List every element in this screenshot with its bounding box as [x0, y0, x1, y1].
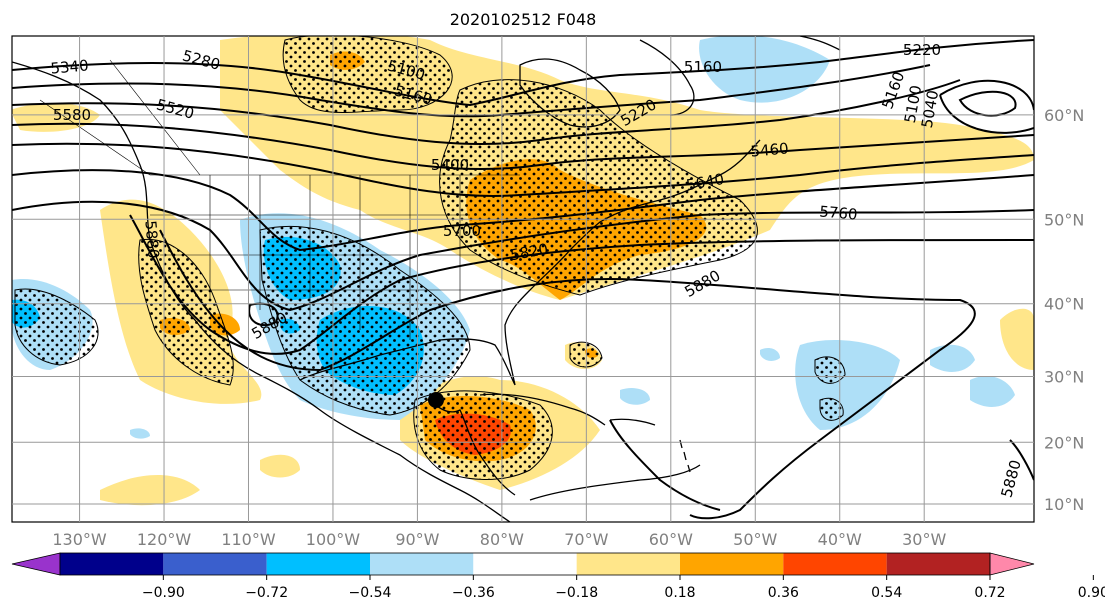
colorbar-tick-label: 0.18: [664, 585, 695, 601]
contour-label: 5340: [50, 56, 90, 77]
contour-label: 5460: [750, 139, 790, 160]
contour-label: 5160: [684, 58, 722, 76]
colorbar-extend-high: [989, 552, 1035, 576]
colorbar-segment: [370, 553, 474, 575]
colorbar-tick-label: −0.54: [349, 585, 392, 601]
colorbar-segment: [783, 553, 887, 575]
longitude-label: 100°W: [306, 530, 361, 549]
longitude-label: 30°W: [902, 530, 946, 549]
contour-label: 5400: [431, 156, 469, 174]
longitude-label: 50°W: [733, 530, 777, 549]
contour-label: 5220: [903, 41, 941, 59]
colorbar-tick-label: −0.90: [142, 585, 185, 601]
latitude-label: 40°N: [1044, 295, 1084, 314]
latitude-label: 20°N: [1044, 433, 1084, 452]
longitude-label: 90°W: [395, 530, 439, 549]
colorbar-segment: [60, 553, 164, 575]
storm-position-dot: [428, 392, 444, 408]
longitude-label: 40°W: [818, 530, 862, 549]
colorbar-extend-low: [11, 552, 61, 576]
latitude-labels: 60°N 50°N 40°N 30°N 20°N 10°N: [1044, 106, 1084, 514]
map-title: 2020102512 F048: [450, 10, 597, 29]
longitude-label: 120°W: [137, 530, 192, 549]
colorbar-tick-label: 0.36: [768, 585, 799, 601]
state-borders: [39, 59, 520, 340]
colorbar-tick-label: −0.36: [452, 585, 495, 601]
colorbar-tick-label: 0.72: [974, 585, 1005, 601]
longitude-label: 60°W: [649, 530, 693, 549]
longitude-labels: 130°W 120°W 110°W 100°W 90°W 80°W 70°W 60°W 50°W…: [52, 530, 946, 549]
longitude-label: 110°W: [221, 530, 276, 549]
colorbar-tick-label: 0.90: [1078, 585, 1105, 601]
contour-label: 5580: [53, 106, 91, 124]
colorbar-ticks: −0.90 −0.72 −0.54 −0.36 −0.18 0.18 0.36 0.54 0.7…: [142, 575, 1105, 601]
latitude-label: 50°N: [1044, 210, 1084, 229]
map-area: [12, 36, 1034, 522]
colorbar-segment: [266, 553, 370, 575]
colorbar: [11, 552, 1035, 576]
latitude-label: 10°N: [1044, 495, 1084, 514]
colorbar-segment: [680, 553, 784, 575]
longitude-label: 130°W: [52, 530, 107, 549]
contour-label: 5700: [443, 222, 481, 240]
colorbar-segment: [163, 553, 267, 575]
contour-label: 5760: [819, 202, 859, 223]
map-frame: [11, 35, 1035, 523]
colorbar-segment: [473, 553, 577, 575]
latitude-label: 60°N: [1044, 106, 1084, 125]
colorbar-tick-label: −0.72: [245, 585, 288, 601]
contour-label: 5880: [141, 220, 162, 260]
latitude-label: 30°N: [1044, 368, 1084, 387]
height-contours: [12, 39, 1034, 520]
colorbar-segment: [576, 553, 680, 575]
colorbar-tick-label: −0.18: [555, 585, 598, 601]
colorbar-tick-label: 0.54: [871, 585, 902, 601]
longitude-label: 80°W: [480, 530, 524, 549]
gridlines: [12, 36, 1034, 522]
longitude-label: 70°W: [564, 530, 608, 549]
colorbar-segment: [886, 553, 990, 575]
